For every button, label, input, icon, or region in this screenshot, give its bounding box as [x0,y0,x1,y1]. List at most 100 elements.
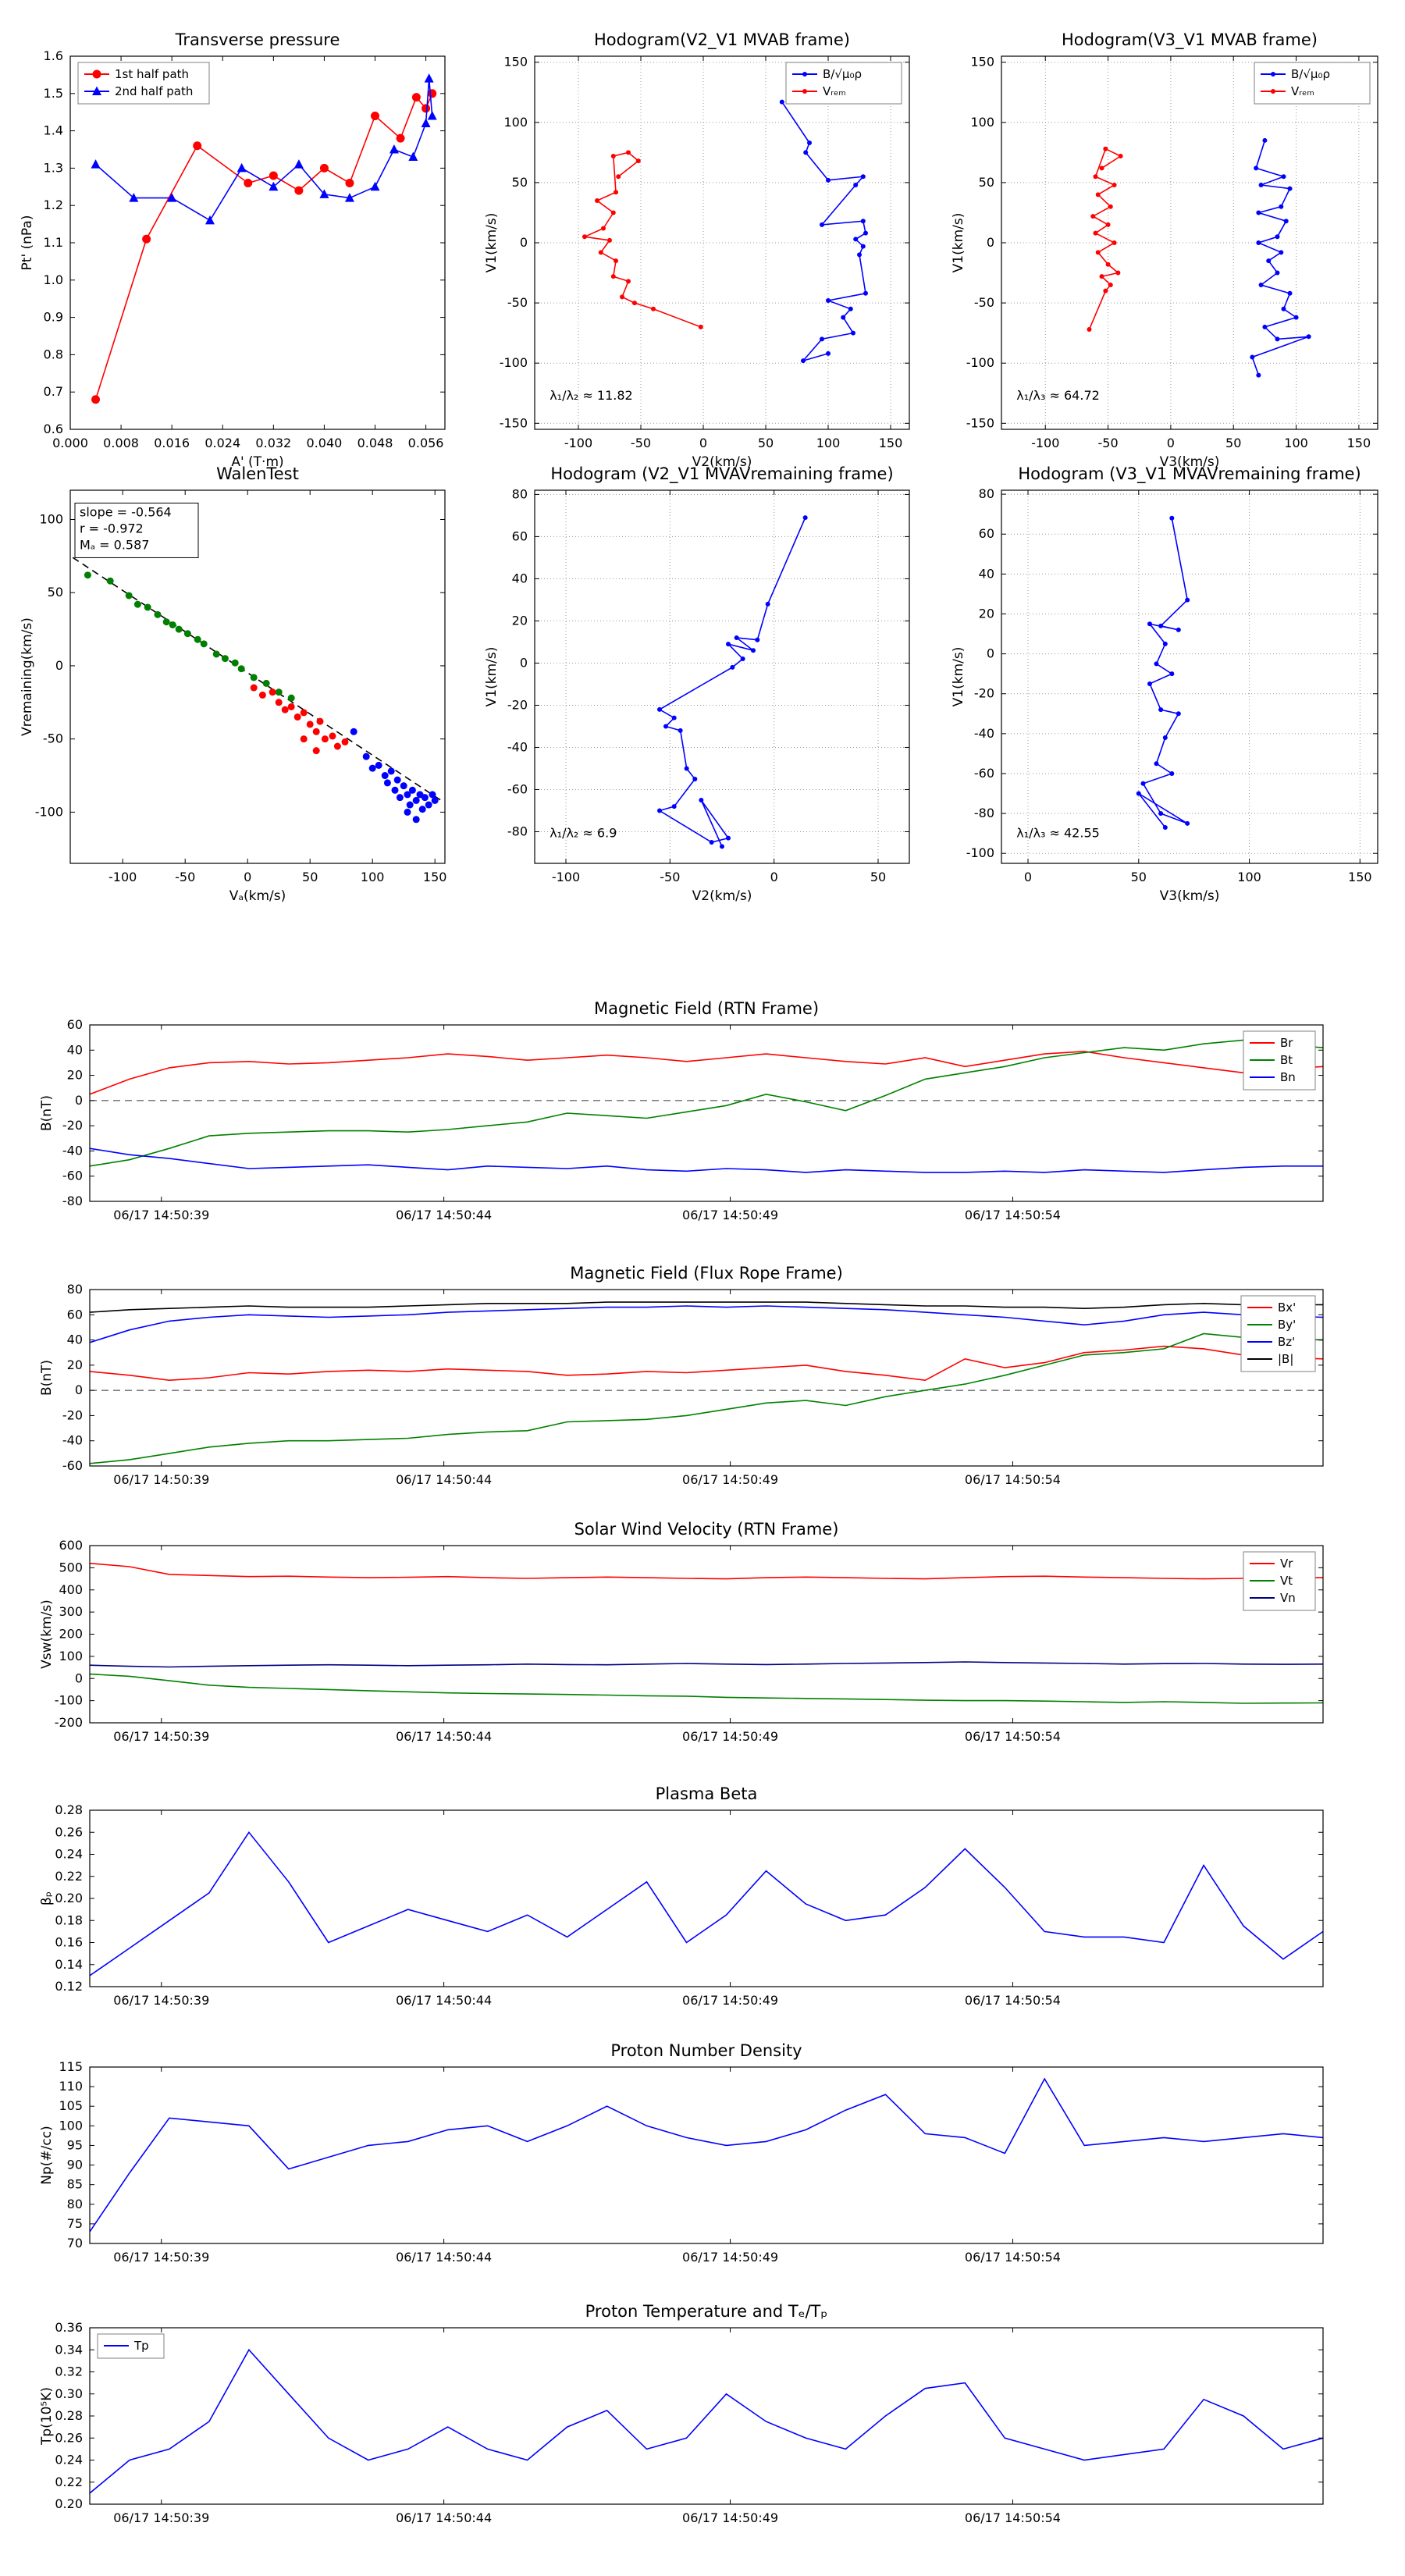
y-tick-label: 200 [59,1627,83,1642]
walen-test-svg: -100 -50 0 50 100 150 -100 -50 0 50 100 WalenTest Vₐ… [20,464,446,904]
x-tick-label: 06/17 14:50:44 [396,1472,492,1487]
x-tick-label: -50 [1097,436,1118,450]
hodogram-v2v1-mvab-xlabel: V2(km/s) [692,454,752,470]
x-tick-label: 06/17 14:50:39 [113,1472,209,1487]
y-tick-label: 60 [979,526,994,541]
transverse-pressure-svg: 0.000 0.008 0.016 0.024 0.032 0.040 0.048 0.056… [20,30,446,470]
magnetic-field-flux-rope-plot: 06/17 14:50:39 06/17 14:50:44 06/17 14:50:… [29,1257,1334,1510]
hodogram-v2v1-mvav-title: Hodogram (V2_V1 MVAVremaining frame) [550,464,893,484]
plasma-beta-ylabel: βₚ [39,1891,55,1905]
y-tick-label: -150 [966,415,994,430]
y-tick-label: 40 [67,1332,83,1347]
y-tick-label: -40 [62,1143,83,1158]
solar-wind-velocity-svg: 06/17 14:50:39 06/17 14:50:44 06/17 14:50:… [39,1520,1324,1744]
proton-temperature-ylabel: Tp(10⁵K) [39,2387,55,2446]
walen-test-xlabel: Vₐ(km/s) [229,888,286,904]
x-tick-label: 06/17 14:50:49 [682,2250,778,2265]
proton-number-density-ylabel: Np(#/cc) [39,2126,55,2184]
legend-box [785,62,902,105]
x-tick-label: 50 [1225,436,1241,450]
y-tick-label: 50 [48,585,63,600]
x-tick-label: 06/17 14:50:39 [113,2250,209,2265]
x-tick-label: 50 [758,436,774,450]
legend-label: Vᵣₑₘ [1291,84,1314,98]
x-tick-label: 06/17 14:50:54 [965,1472,1061,1487]
y-tick-label: 100 [59,2118,83,2133]
magnetic-field-flux-rope-title: Magnetic Field (Flux Rope Frame) [570,1264,843,1283]
legend-label: Bt [1280,1053,1293,1067]
legend-label: By' [1278,1318,1296,1332]
annotation-text: r = -0.972 [80,521,144,535]
x-tick-label: 0.000 [52,436,88,450]
proton-density-plot: 06/17 14:50:39 06/17 14:50:44 06/17 14:50:… [29,2034,1334,2287]
y-tick-label: -100 [966,355,994,370]
y-tick-label: 400 [59,1582,83,1597]
proton-number-density-title: Proton Number Density [610,2041,802,2060]
y-tick-label: -20 [974,686,994,701]
hodogram-v2v1-mvab-svg: -100 -50 0 50 100 150 -150 -100 -50 0 50 100 150 Hodo… [484,30,910,470]
annotation-text: slope = -0.564 [80,504,172,519]
y-tick-label: -200 [55,1715,83,1730]
magnetic-field-flux-rope-svg: 06/17 14:50:39 06/17 14:50:44 06/17 14:50:… [39,1264,1324,1487]
x-tick-label: 06/17 14:50:54 [965,1993,1061,2008]
y-tick-label: 50 [979,175,994,190]
walen-test-plot: -100 -50 0 50 100 150 -100 -50 0 50 100 WalenTest Vₐ… [9,457,456,907]
legend-label: 2nd half path [115,84,193,98]
y-tick-label: -60 [62,1169,83,1183]
legend-label: Vr [1280,1557,1293,1571]
x-tick-label: 06/17 14:50:44 [396,1729,492,1744]
hodogram-v2v1-mvav-xlabel: V2(km/s) [692,888,752,904]
y-tick-label: -40 [62,1433,83,1448]
y-tick-label: 0 [987,235,994,250]
legend-label: Vᵣₑₘ [823,84,846,98]
y-tick-label: -80 [62,1194,83,1208]
y-tick-label: 0.22 [55,2475,83,2489]
y-tick-label: 80 [512,486,528,501]
x-tick-label: 06/17 14:50:44 [396,2510,492,2525]
y-tick-label: 85 [67,2177,83,2192]
x-tick-label: 0.032 [255,436,291,450]
y-tick-label: 1.1 [44,235,63,250]
x-tick-label: 150 [1347,436,1371,450]
transverse-pressure-xlabel: A' (T·m) [231,454,283,470]
y-tick-label: 0.28 [55,1802,83,1817]
y-tick-label: 75 [67,2216,83,2231]
legend-label: Vt [1280,1574,1293,1588]
y-tick-label: 40 [67,1042,83,1057]
y-tick-label: 150 [503,55,528,69]
y-tick-label: -50 [974,295,994,310]
x-tick-label: 0 [1024,870,1032,884]
y-tick-label: 80 [979,486,994,501]
y-tick-label: 1.3 [44,160,63,175]
y-tick-label: 150 [970,55,994,69]
x-tick-label: -100 [552,870,580,884]
x-tick-label: 0 [244,870,251,884]
y-tick-label: -60 [974,766,994,781]
plasma-beta-plot: 06/17 14:50:39 06/17 14:50:44 06/17 14:50:… [29,1777,1334,2030]
hodogram-v3v1-mvav-svg: 0 50 100 150 -100 -80 -60 -40 -20 0 20 40 60 80 Hodogr… [951,464,1378,904]
y-tick-label: 0.6 [44,422,63,436]
proton-temperature-title: Proton Temperature and Tₑ/Tₚ [585,2302,828,2321]
magnetic-field-rtn-svg: 06/17 14:50:39 06/17 14:50:44 06/17 14:50:… [39,999,1324,1222]
magnetic-field-rtn-title: Magnetic Field (RTN Frame) [594,999,819,1018]
y-tick-label: 1.0 [44,272,63,287]
x-tick-label: 06/17 14:50:44 [396,2250,492,2265]
y-tick-label: 0.36 [55,2320,83,2335]
x-tick-label: 150 [879,436,903,450]
y-tick-label: 0.7 [44,384,63,399]
y-tick-label: -20 [507,697,528,712]
x-tick-label: 0 [770,870,778,884]
hodogram-v2v1-mvab-plot: -100 -50 0 50 100 150 -150 -100 -50 0 50 100 150 Hodo… [474,23,920,473]
y-tick-label: 300 [59,1604,83,1619]
legend-label: B/√μ₀ρ [823,67,862,81]
y-tick-label: 60 [67,1307,83,1322]
hodogram-v3v1-mvav-title: Hodogram (V3_V1 MVAVremaining frame) [1018,464,1361,484]
y-tick-label: 0 [75,1382,83,1397]
x-tick-label: 06/17 14:50:54 [965,2250,1061,2265]
y-tick-label: 70 [67,2236,83,2250]
x-tick-label: 06/17 14:50:49 [682,1208,778,1222]
y-tick-label: 0.20 [55,1891,83,1905]
y-tick-label: 40 [512,571,528,585]
hodogram-v3v1-mvav-plot: 0 50 100 150 -100 -80 -60 -40 -20 0 20 40 60 80 Hodogr… [941,457,1389,907]
